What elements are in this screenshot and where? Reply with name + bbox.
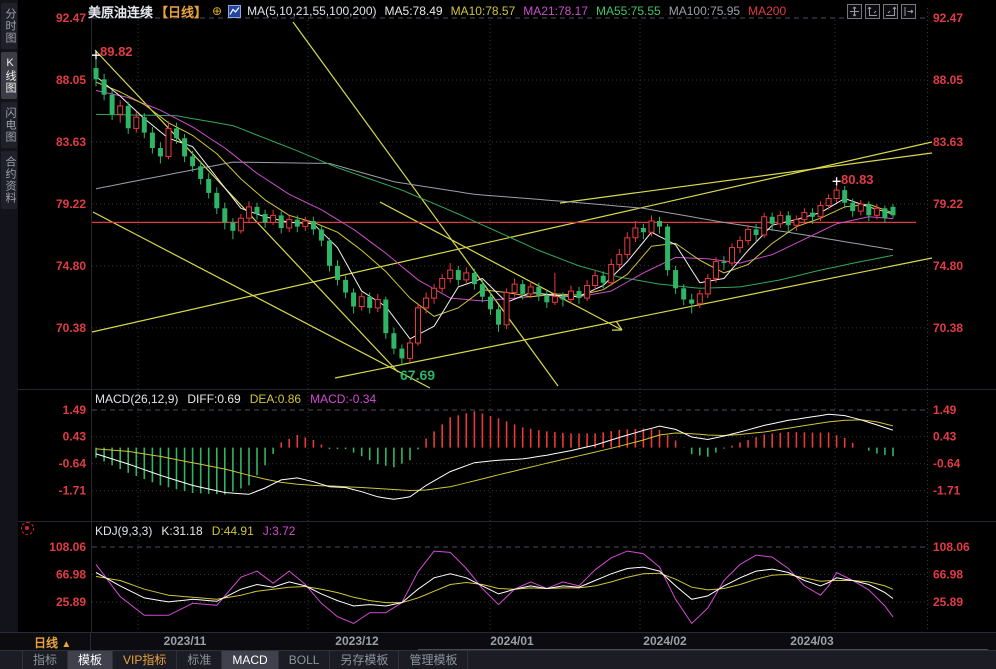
toolbar-tab-indicator[interactable]: 指标 xyxy=(22,651,69,669)
ma-value: MA200 xyxy=(748,4,787,18)
svg-text:88.05: 88.05 xyxy=(933,73,963,87)
period-tag: 【日线】 xyxy=(155,4,208,20)
toolbar-tab-template[interactable]: 模板 xyxy=(68,651,114,669)
axis-divider xyxy=(90,633,91,651)
ma-value: MA55:75.55 xyxy=(596,4,661,18)
svg-text:-1.71: -1.71 xyxy=(933,484,961,498)
move-icon[interactable] xyxy=(847,4,862,19)
bottom-toolbar: 指标 模板 VIP指标 标准 MACD BOLL 另存模板 管理模板 xyxy=(0,650,996,669)
ma-values: MA5:78.49 MA10:78.57 MA21:78.17 MA55:75.55 M… xyxy=(385,4,795,18)
svg-text:0.43: 0.43 xyxy=(63,430,87,444)
svg-text:92.47: 92.47 xyxy=(933,11,963,25)
indicator-settings-icon[interactable] xyxy=(21,522,34,535)
svg-text:0.43: 0.43 xyxy=(933,430,957,444)
ma-params-label: MA(5,10,21,55,100,200) xyxy=(247,4,377,18)
svg-text:-1.71: -1.71 xyxy=(59,484,87,498)
date-label: 2023/11 xyxy=(163,634,207,648)
sidebar-item-flash-chart[interactable]: 闪电图 xyxy=(1,102,17,148)
svg-text:79.22: 79.22 xyxy=(933,197,963,211)
svg-text:83.63: 83.63 xyxy=(56,135,86,149)
svg-text:74.80: 74.80 xyxy=(933,259,963,273)
ma-value: MA5:78.49 xyxy=(384,4,443,18)
toolbar-tab-macd[interactable]: MACD xyxy=(222,651,279,669)
pan-right-icon[interactable] xyxy=(901,4,916,19)
legend-value: DEA:0.86 xyxy=(249,392,302,406)
svg-text:80.83: 80.83 xyxy=(841,172,874,187)
toolbar-tab-boll[interactable]: BOLL xyxy=(279,651,331,669)
sidebar-item-time-chart[interactable]: 分时图 xyxy=(1,3,17,49)
toolbar-tab-vip-indicator[interactable]: VIP指标 xyxy=(113,651,178,669)
macd-title: MACD(26,12,9) xyxy=(95,392,179,406)
toolbar-tab-standard[interactable]: 标准 xyxy=(177,651,223,669)
svg-text:70.38: 70.38 xyxy=(56,321,86,335)
svg-text:88.05: 88.05 xyxy=(56,73,86,87)
chart-canvas[interactable]: 92.47 92.47 88.05 88.05 83.63 83.63 79.22 79.22… xyxy=(0,0,996,632)
sidebar-item-kline-chart[interactable]: K线图 xyxy=(1,52,17,99)
svg-text:70.38: 70.38 xyxy=(933,321,963,335)
left-sidebar: 分时图 K线图闪电图合约资料 xyxy=(0,0,18,632)
kdj-panel-header: KDJ(9,3,3) K:31.18 D:44.91 J:3.72 xyxy=(95,524,295,538)
symbol-title[interactable]: 美原油连续 xyxy=(88,4,154,20)
svg-text:1.49: 1.49 xyxy=(933,403,957,417)
macd-panel-header: MACD(26,12,9) DIFF:0.69 DEA:0.86 MACD:-0.3… xyxy=(95,392,376,406)
date-axis: 日线 ▲ 2023/11 2023/12 2024/01 2024/02 2024/03 xyxy=(0,632,996,651)
axis-left-icon[interactable] xyxy=(865,4,880,19)
svg-text:25.89: 25.89 xyxy=(56,595,86,609)
svg-text:108.06: 108.06 xyxy=(49,540,86,554)
svg-text:67.69: 67.69 xyxy=(400,367,435,383)
legend-value: J:3.72 xyxy=(262,524,296,538)
svg-text:66.98: 66.98 xyxy=(56,568,86,582)
legend-value: MACD:-0.34 xyxy=(310,392,377,406)
svg-text:92.47: 92.47 xyxy=(56,11,86,25)
svg-text:79.22: 79.22 xyxy=(56,197,86,211)
axis-right-icon[interactable] xyxy=(883,4,898,19)
date-label: 2023/12 xyxy=(335,634,379,648)
svg-text:-0.64: -0.64 xyxy=(59,457,87,471)
svg-text:-0.64: -0.64 xyxy=(933,457,961,471)
svg-text:1.49: 1.49 xyxy=(63,403,87,417)
toolbar-tab-save-template[interactable]: 另存模板 xyxy=(330,651,400,669)
ma-value: MA10:78.57 xyxy=(450,4,516,18)
svg-text:89.82: 89.82 xyxy=(100,44,133,59)
legend-value: D:44.91 xyxy=(211,524,254,538)
header-icons xyxy=(847,4,916,19)
legend-value: K:31.18 xyxy=(161,524,203,538)
svg-text:25.89: 25.89 xyxy=(933,595,963,609)
kdj-title: KDJ(9,3,3) xyxy=(95,524,153,538)
period-selector[interactable]: 日线 ▲ xyxy=(34,636,72,650)
legend-value: DIFF:0.69 xyxy=(187,392,241,406)
date-label: 2024/03 xyxy=(790,634,834,648)
svg-text:108.06: 108.06 xyxy=(933,540,970,554)
expand-icon[interactable]: ⊕ xyxy=(212,4,223,18)
svg-text:74.80: 74.80 xyxy=(56,259,86,273)
date-label: 2024/02 xyxy=(643,634,687,648)
svg-text:83.63: 83.63 xyxy=(933,135,963,149)
ma-value: MA21:78.17 xyxy=(523,4,588,18)
sidebar-item-contract-info[interactable]: 合约资料 xyxy=(1,151,17,209)
chart-icon[interactable] xyxy=(228,4,242,18)
date-label: 2024/01 xyxy=(490,634,534,648)
svg-text:66.98: 66.98 xyxy=(933,568,963,582)
chart-header: 美原油连续 【日线】 ⊕ MA(5,10,21,55,100,200) MA5:… xyxy=(88,3,795,20)
toolbar-tab-manage-template[interactable]: 管理模板 xyxy=(399,651,469,669)
ma-value: MA100:75.95 xyxy=(668,4,741,18)
